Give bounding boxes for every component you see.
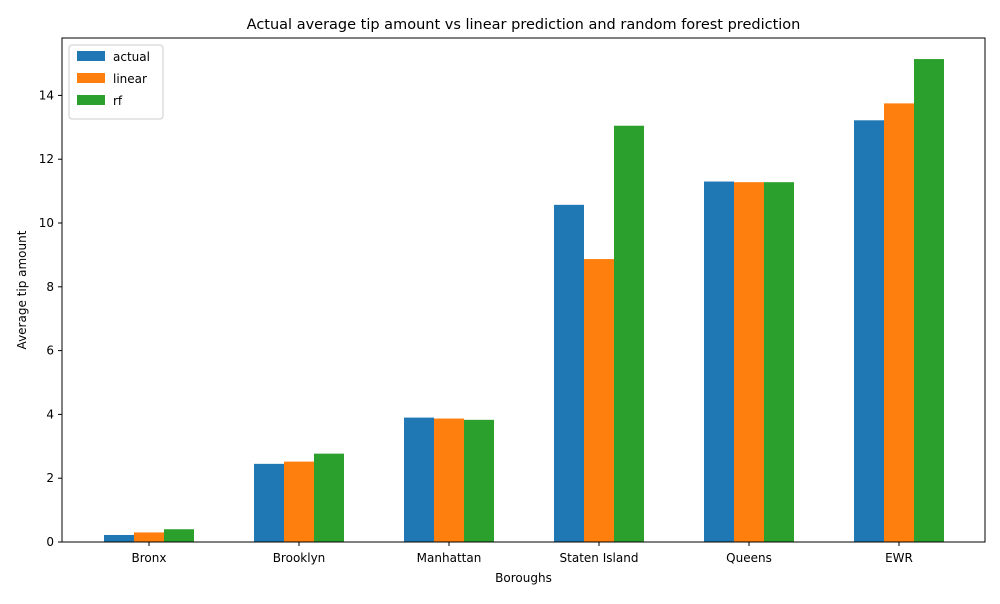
y-tick-label: 8 [46, 280, 54, 294]
bar-actual-staten-island [554, 204, 584, 542]
y-tick-label: 10 [39, 216, 54, 230]
x-tick-label: Queens [726, 551, 772, 565]
bar-rf-bronx [164, 529, 194, 542]
y-tick-label: 4 [46, 407, 54, 421]
y-tick-label: 14 [39, 88, 54, 102]
x-tick-label: Bronx [132, 551, 167, 565]
y-axis-ticks: 0 2 4 6 8 10 12 14 [39, 88, 62, 549]
bar-rf-queens [764, 182, 794, 542]
y-tick-label: 0 [46, 535, 54, 549]
bar-rf-ewr [914, 59, 944, 543]
x-tick-label: EWR [885, 551, 913, 565]
bar-rf-manhattan [464, 419, 494, 542]
bar-actual-brooklyn [254, 463, 284, 542]
legend-label-actual: actual [113, 50, 150, 64]
x-tick-label: Brooklyn [273, 551, 326, 565]
bar-actual-ewr [854, 120, 884, 542]
bar-rf-staten-island [614, 125, 644, 542]
bar-actual-queens [704, 181, 734, 542]
bar-linear-staten-island [584, 259, 614, 542]
bar-linear-queens [734, 182, 764, 542]
legend-swatch-actual [77, 51, 105, 61]
bar-linear-brooklyn [284, 461, 314, 542]
legend-label-rf: rf [113, 94, 123, 108]
x-tick-label: Staten Island [560, 551, 639, 565]
bar-actual-manhattan [404, 417, 434, 542]
x-tick-label: Manhattan [417, 551, 482, 565]
bars-layer [104, 59, 944, 543]
bar-linear-manhattan [434, 418, 464, 542]
plot-frame [61, 37, 986, 543]
legend-swatch-linear [77, 73, 105, 83]
legend-swatch-rf [77, 95, 105, 105]
x-axis-label: Boroughs [495, 571, 552, 585]
bar-rf-brooklyn [314, 453, 344, 542]
bar-linear-bronx [134, 532, 164, 542]
legend-label-linear: linear [113, 72, 147, 86]
y-tick-label: 2 [46, 471, 54, 485]
bar-linear-ewr [884, 103, 914, 543]
bar-actual-bronx [104, 534, 134, 542]
y-tick-label: 12 [39, 152, 54, 166]
chart-title: Actual average tip amount vs linear pred… [247, 17, 801, 33]
y-axis-label: Average tip amount [15, 230, 29, 349]
x-axis-ticks: Bronx Brooklyn Manhattan Staten Island Queen… [132, 542, 913, 565]
legend: actual linear rf [68, 44, 164, 120]
y-tick-label: 6 [46, 344, 54, 358]
